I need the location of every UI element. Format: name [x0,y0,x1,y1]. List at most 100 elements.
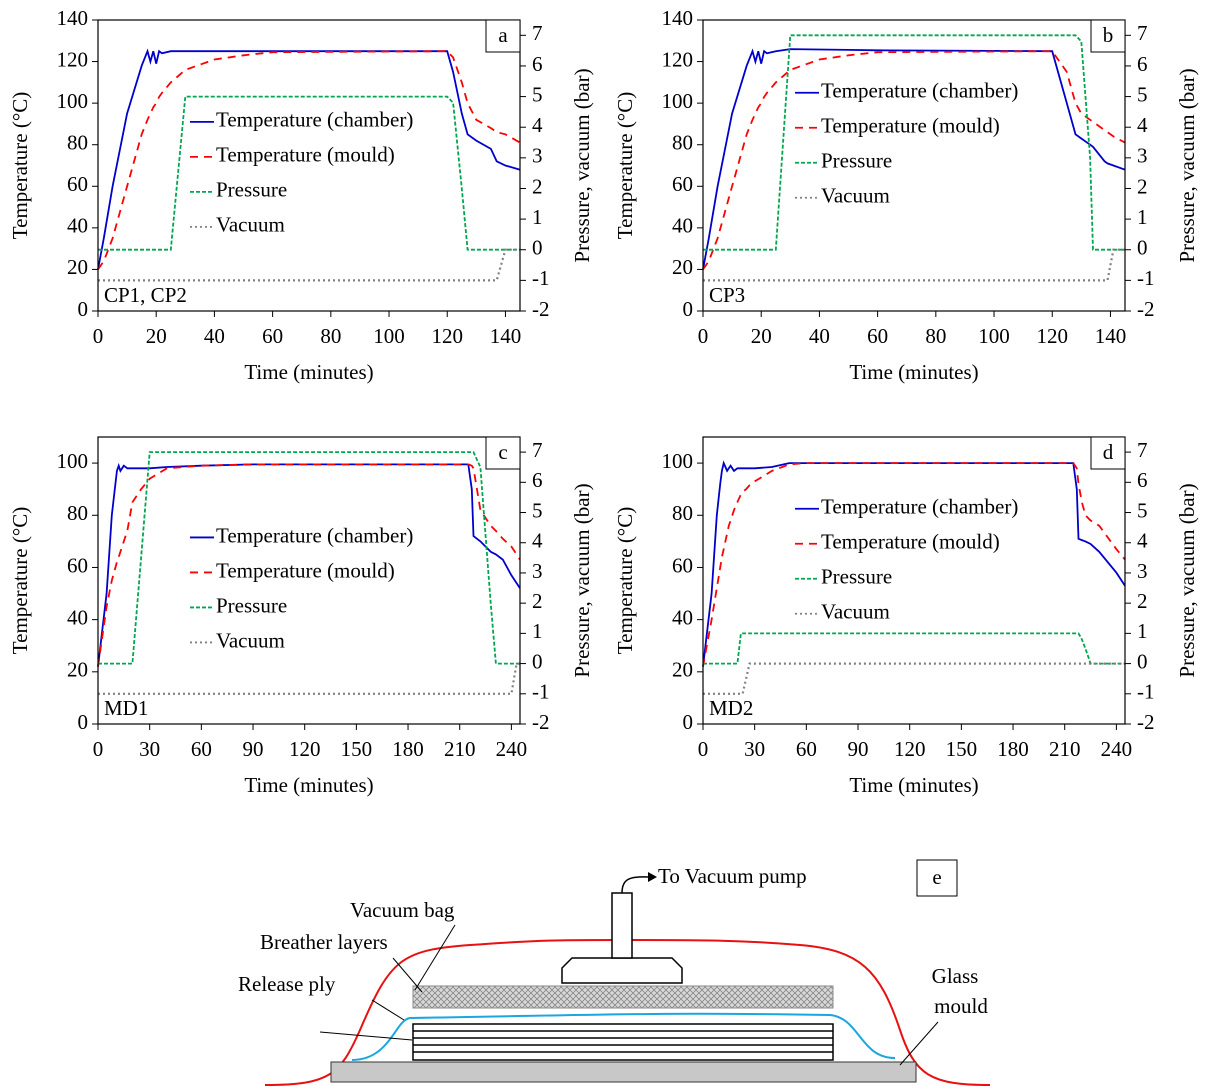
bag-label: Vacuum bag [350,898,455,922]
legend-label: Vacuum [216,213,285,237]
y2-tick-label: -1 [1137,680,1155,704]
y-tick-label: 20 [67,658,88,682]
y2-tick-label: 3 [1137,144,1148,168]
panel-label: b [1103,23,1114,47]
y2-tick-label: -2 [1137,710,1155,734]
y-tick-label: 80 [67,131,88,155]
x-tick-label: 240 [1101,737,1133,761]
y-tick-label: 80 [672,501,693,525]
y-tick-label: 0 [78,297,89,321]
x-tick-label: 100 [373,324,405,348]
x-tick-label: 0 [698,324,709,348]
y2-tick-label: 2 [1137,589,1148,613]
y-tick-label: 140 [57,6,89,30]
y2-tick-label: -2 [532,710,550,734]
pump-arrow [621,876,649,894]
x-tick-label: 90 [848,737,869,761]
series-line [703,632,1125,665]
x-axis-label: Time (minutes) [849,360,978,384]
panel-label: a [498,23,508,47]
legend-label: Vacuum [821,184,890,208]
legend-label: Pressure [821,565,892,589]
panel-label: e [932,865,941,889]
panel-label-box [1090,436,1126,470]
y2-axis-label: Pressure, vacuum (bar) [1175,68,1199,262]
plot-frame [97,436,521,725]
y2-tick-label: 5 [532,498,543,522]
legend-label: Temperature (chamber) [216,523,413,547]
y-tick-label: 0 [683,297,694,321]
y2-tick-label: -1 [1137,266,1155,290]
y2-axis-label: Pressure, vacuum (bar) [570,483,594,677]
y2-tick-label: -2 [1137,297,1155,321]
y-tick-label: 0 [683,710,694,734]
x-tick-label: 40 [809,324,830,348]
annotation: CP3 [709,283,745,307]
y-tick-label: 80 [67,501,88,525]
leader-line [319,1031,413,1041]
y2-tick-label: 1 [1137,205,1148,229]
x-tick-label: 120 [1036,324,1068,348]
chart-panel: 0 20 40 60 80 100 120 140020406080100120140-2-1… [8,6,594,384]
x-tick-label: 60 [191,737,212,761]
y2-tick-label: 1 [1137,619,1148,643]
y2-tick-label: -1 [532,266,550,290]
y2-tick-label: 4 [532,529,543,553]
y-axis-label: Temperature (°C) [613,92,637,239]
legend-label: Vacuum [821,600,890,624]
release-label: Release ply [238,972,336,996]
y2-tick-label: 3 [1137,559,1148,583]
y2-tick-label: 2 [1137,174,1148,198]
leader-line [392,957,423,993]
laminate-layers [412,1023,834,1061]
legend-label: Temperature (mould) [821,114,1000,138]
plot-frame [702,19,1126,312]
plot-frame [702,436,1126,725]
series-line [702,462,1126,667]
series-line [703,662,1125,695]
y2-tick-label: 7 [532,438,543,462]
y-tick-label: 20 [67,255,88,279]
y-tick-label: 100 [662,449,694,473]
y2-tick-label: 1 [532,619,543,643]
legend-label: Temperature (mould) [216,143,395,167]
series-line [98,95,520,251]
x-tick-label: 100 [978,324,1010,348]
y2-tick-label: 3 [532,559,543,583]
panel-label-box [485,436,521,470]
series-line [97,48,521,270]
legend-label: Temperature (chamber) [821,495,1018,519]
leader-line [414,924,456,991]
panel-label-box [916,859,958,897]
series-line [703,248,1125,282]
y-tick-label: 140 [662,6,694,30]
pump-label: To Vacuum pump [658,864,807,888]
series-line [97,50,521,270]
y2-tick-label: 0 [532,649,543,673]
mould-label: mould [934,994,988,1018]
leader-line [371,999,405,1021]
vacuum-port [561,957,683,984]
chart-panel: 0 30 60 90 120 150 180 210 240 0 20 40 60 80 100 -2 -1 0 1… [613,436,1199,797]
x-tick-label: 40 [204,324,225,348]
x-tick-label: 20 [751,324,772,348]
y2-tick-label: 5 [1137,498,1148,522]
x-tick-label: 180 [392,737,424,761]
annotation: CP1, CP2 [104,283,187,307]
y2-tick-label: 2 [532,589,543,613]
x-tick-label: 90 [243,737,264,761]
y-tick-label: 120 [57,47,89,71]
y2-tick-label: 7 [1137,21,1148,45]
x-axis-label: Time (minutes) [849,773,978,797]
breather-label: Breather layers [260,930,388,954]
annotation: MD1 [104,696,148,720]
x-tick-label: 150 [341,737,373,761]
y2-axis-label: Pressure, vacuum (bar) [1175,483,1199,677]
y-tick-label: 60 [67,553,88,577]
vacuum-tube [611,892,633,959]
y-tick-label: 60 [672,172,693,196]
chart-panel: 0 20 40 60 80 100 120 140020406080100120140-2-1… [613,6,1199,384]
panel-label-box [485,19,521,53]
y2-tick-label: 1 [532,205,543,229]
